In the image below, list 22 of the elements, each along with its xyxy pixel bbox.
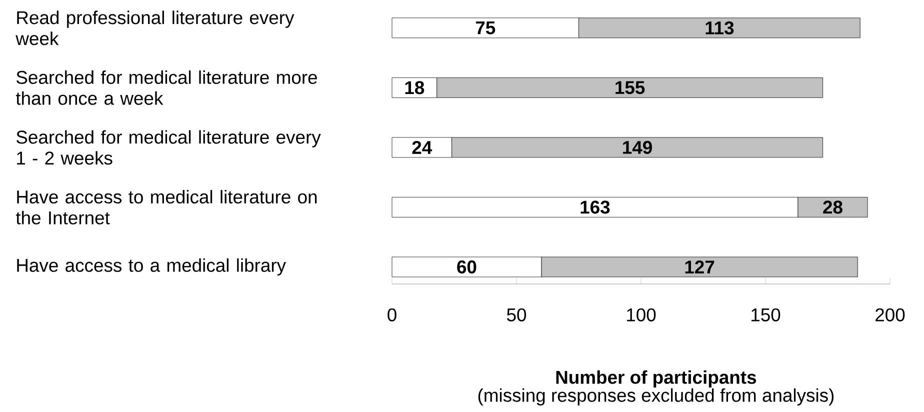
x-tick-label: 0 xyxy=(388,308,396,322)
y-tick-label: Searched for medical literature more than once a week xyxy=(16,70,317,106)
data-label: 60 xyxy=(457,260,476,274)
data-label: 127 xyxy=(685,260,714,274)
data-label: 28 xyxy=(823,200,842,214)
y-tick-label: Have access to medical literature on the Internet xyxy=(16,190,317,225)
x-tick-label: 200 xyxy=(876,308,905,322)
y-tick-label: Have access to a medical library xyxy=(17,258,286,276)
text: (missing responses excluded from analysis) xyxy=(478,388,834,406)
x-tick-label: 50 xyxy=(506,308,526,322)
data-label: 113 xyxy=(706,22,734,35)
data-label: 155 xyxy=(616,81,645,94)
data-label: 149 xyxy=(623,141,652,154)
x-tick-label: 150 xyxy=(752,308,780,322)
y-tick-label: Read professional literature every week xyxy=(16,10,294,46)
data-label: 75 xyxy=(476,22,496,34)
data-label: 24 xyxy=(412,141,432,154)
y-tick-label: Searched for medical literature every 1 - 2 weeks xyxy=(16,130,321,165)
data-label: 18 xyxy=(405,81,424,94)
data-label: 163 xyxy=(580,200,610,214)
x-axis-title: Number of participants xyxy=(556,370,756,388)
x-tick-label: 100 xyxy=(627,308,656,322)
